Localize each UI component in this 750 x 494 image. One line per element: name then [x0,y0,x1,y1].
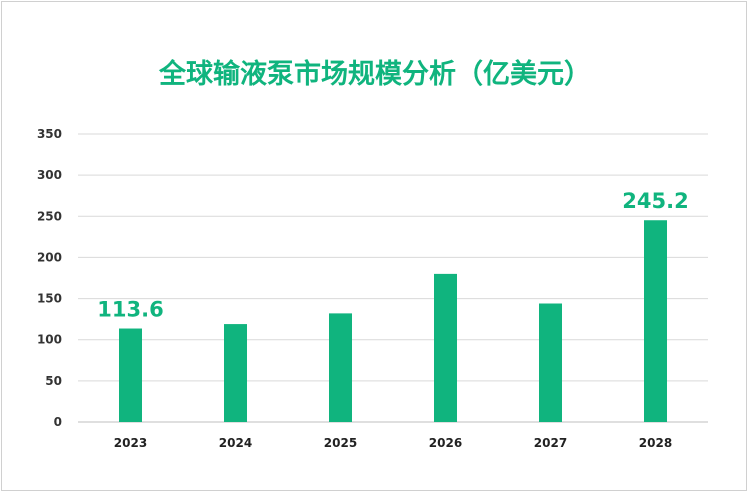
y-tick-label: 0 [54,415,62,429]
y-tick-label: 250 [37,209,62,223]
bar-2028 [644,220,667,422]
x-tick-label: 2023 [114,436,147,450]
chart-title: 全球输液泵市场规模分析（亿美元） [159,59,591,90]
y-tick-label: 350 [37,127,62,141]
x-tick-label: 2026 [429,436,462,450]
bar-2026 [434,273,457,422]
x-tick-label: 2027 [534,436,567,450]
bar-2025 [329,313,352,422]
bar-2024 [224,324,247,422]
bar-2027 [539,303,562,422]
bar-2023 [119,328,142,422]
x-tick-label: 2025 [324,436,357,450]
data-label: 245.2 [622,189,688,213]
y-tick-label: 50 [45,374,62,388]
y-tick-label: 150 [37,292,62,306]
y-tick-label: 300 [37,168,62,182]
data-label: 113.6 [97,298,163,322]
y-tick-label: 100 [37,333,62,347]
x-tick-label: 2028 [639,436,672,450]
x-tick-label: 2024 [219,436,252,450]
y-tick-label: 200 [37,250,62,264]
